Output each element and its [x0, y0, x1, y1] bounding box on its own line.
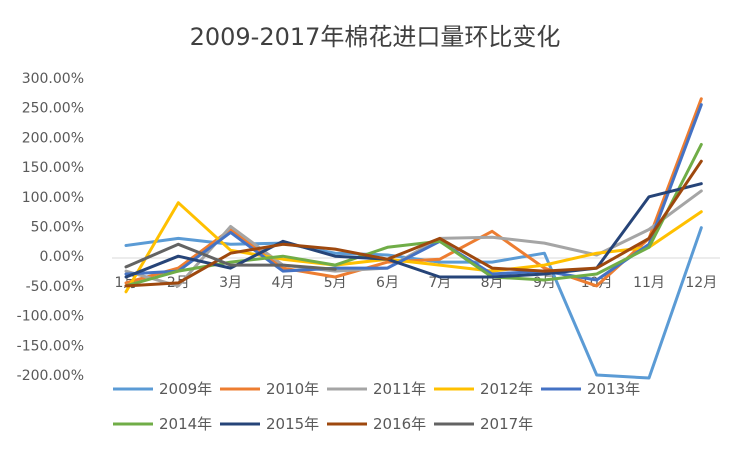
x-tick-label: 12月 [685, 275, 717, 291]
legend-label: 2010年 [266, 380, 319, 398]
y-tick-label: 0.00% [40, 249, 84, 265]
series-line-9 [124, 242, 337, 271]
y-tick-label: 200.00% [22, 130, 84, 146]
y-tick-label: 250.00% [22, 101, 84, 117]
y-tick-label: 150.00% [22, 160, 84, 176]
x-tick-label: 5月 [324, 275, 347, 291]
legend-label: 2009年 [159, 380, 212, 398]
y-tick-label: 300.00% [22, 71, 84, 87]
legend-label: 2013年 [587, 380, 640, 398]
y-tick-label: 100.00% [22, 190, 84, 206]
x-axis-ticks: 1月 2月 3月 4月 5月 6月 7月 8月 9月 10月 11月 12月 [115, 275, 718, 291]
x-tick-label: 6月 [376, 275, 399, 291]
x-tick-label: 7月 [428, 275, 451, 291]
legend: 2009年 2010年 2011年 2012年 2013年 2014年 2015年 2016年… [113, 380, 640, 433]
y-tick-label: -150.00% [17, 338, 84, 354]
series-line-6 [124, 143, 703, 288]
legend-label: 2011年 [373, 380, 426, 398]
x-tick-label: 8月 [481, 275, 504, 291]
x-tick-label: 9月 [533, 275, 556, 291]
legend-label: 2015年 [266, 415, 319, 433]
series-line-3 [124, 189, 703, 288]
series-line-5 [124, 103, 703, 282]
legend-label: 2016年 [373, 415, 426, 433]
legend-label: 2014年 [159, 415, 212, 433]
y-tick-label: 50.00% [31, 220, 84, 236]
y-tick-label: -200.00% [17, 368, 84, 384]
series-lines [124, 97, 703, 380]
y-tick-label: -50.00% [26, 279, 84, 295]
legend-label: 2017年 [480, 415, 533, 433]
x-tick-label: 11月 [633, 275, 665, 291]
series-line-4 [124, 201, 703, 294]
series-line-7 [124, 182, 703, 279]
series-line-8 [124, 159, 703, 288]
y-axis-ticks: 300.00% 250.00% 200.00% 150.00% 100.00% 50.00… [17, 71, 84, 384]
x-tick-label: 3月 [219, 275, 242, 291]
y-tick-label: -100.00% [17, 309, 84, 325]
legend-label: 2012年 [480, 380, 533, 398]
x-tick-label: 4月 [271, 275, 294, 291]
chart-title: 2009-2017年棉花进口量环比变化 [190, 23, 561, 51]
